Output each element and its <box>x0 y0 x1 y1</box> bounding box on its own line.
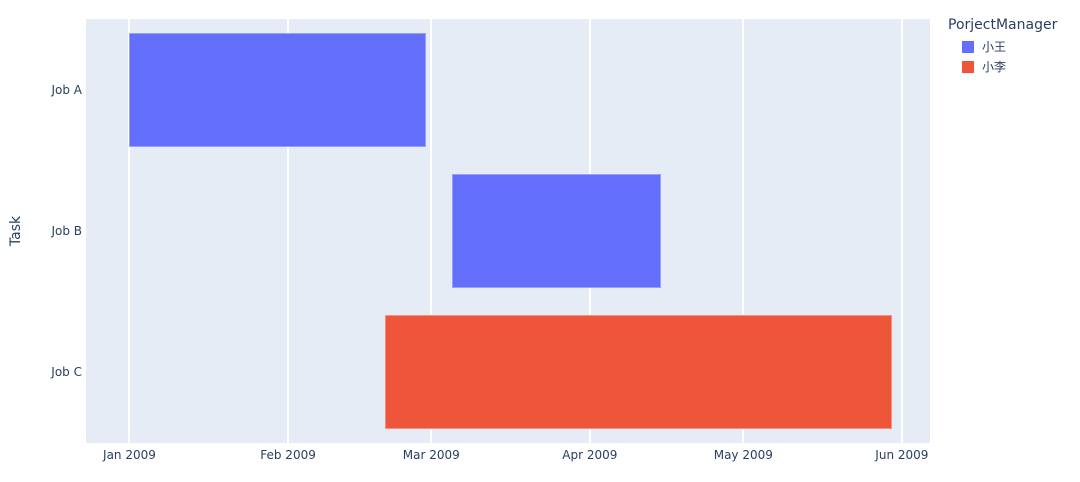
gridline <box>742 19 745 443</box>
legend-item-xiaowang[interactable]: 小王 <box>948 37 1057 57</box>
y-tick-label-job-c: Job C <box>51 365 82 380</box>
gridline <box>900 19 903 443</box>
gridline <box>430 19 433 443</box>
x-tick-label: Jan 2009 <box>103 448 156 462</box>
legend-item-label: 小李 <box>982 60 1007 74</box>
plot-area[interactable] <box>86 19 930 443</box>
gridline <box>287 19 290 443</box>
x-tick-label: May 2009 <box>713 448 773 462</box>
legend-swatch-icon <box>962 61 974 73</box>
gridline <box>128 19 131 443</box>
legend: PorjectManager 小王 小李 <box>948 15 1057 77</box>
x-tick-label: Feb 2009 <box>260 448 316 462</box>
y-tick-label-job-a: Job A <box>51 82 82 97</box>
gantt-bar-job-c[interactable] <box>385 315 892 430</box>
x-tick-label: Mar 2009 <box>402 448 460 462</box>
x-tick-label: Apr 2009 <box>562 448 618 462</box>
x-tick-label: Jun 2009 <box>875 448 929 462</box>
legend-item-label: 小王 <box>982 40 1007 54</box>
gantt-bar-job-a[interactable] <box>129 32 427 147</box>
legend-swatch-icon <box>962 41 974 53</box>
legend-title: PorjectManager <box>948 17 1058 33</box>
legend-item-xiaoli[interactable]: 小李 <box>948 57 1057 77</box>
gantt-bar-job-b[interactable] <box>451 174 662 288</box>
y-tick-label-job-b: Job B <box>51 224 82 238</box>
